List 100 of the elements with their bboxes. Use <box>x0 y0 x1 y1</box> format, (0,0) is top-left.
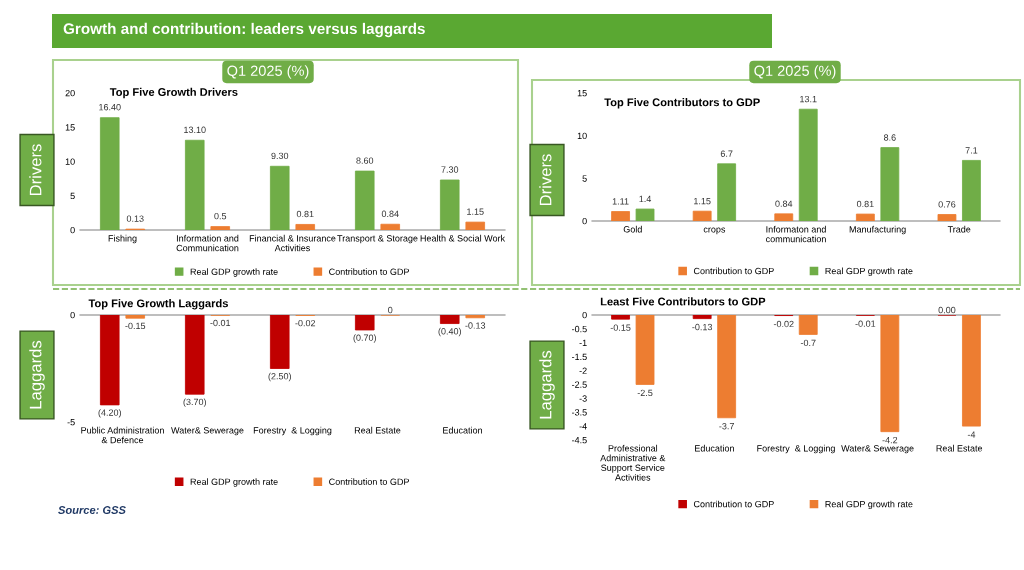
bar <box>798 108 818 221</box>
y-tick-label: 5 <box>70 192 75 200</box>
bar <box>937 214 957 221</box>
data-label: 16.40 <box>99 104 121 111</box>
bar <box>99 117 120 230</box>
data-label: 0.5 <box>214 212 227 220</box>
data-label: -0.7 <box>800 339 816 347</box>
y-tick-label: 0 <box>582 311 587 319</box>
data-label: (0.40) <box>438 327 461 337</box>
x-tick-label: Information and Communication <box>176 234 239 252</box>
y-tick-label: 20 <box>65 89 75 97</box>
x-tick-label: Fishing <box>108 234 137 244</box>
bar <box>184 139 205 230</box>
x-tick-label: Education <box>695 444 734 452</box>
x-tick-label: Financial & Insurance Activities <box>249 234 336 252</box>
y-tick-label: -3 <box>579 395 587 402</box>
data-label: 0.76 <box>938 201 956 208</box>
y-tick-label: -5 <box>67 419 75 426</box>
x-tick-label: Forestry & Logging <box>253 426 332 436</box>
data-label: 1.15 <box>694 197 711 205</box>
legend-label: Real GDP growth rate <box>190 268 278 277</box>
data-label: 8.6 <box>883 134 896 141</box>
text: Laggards <box>539 350 555 419</box>
text: Q1 2025 (%) <box>754 65 836 79</box>
legend-label: Real GDP growth rate <box>190 478 278 487</box>
bar <box>380 223 401 230</box>
bar <box>962 159 981 221</box>
text: Laggards <box>29 340 45 409</box>
data-label: (0.70) <box>353 334 376 343</box>
data-label: 6.7 <box>720 150 733 157</box>
y-tick-label: 15 <box>65 124 75 131</box>
data-label: 0 <box>388 306 393 314</box>
data-label: -4.2 <box>882 436 898 444</box>
x-tick-label: crops <box>703 227 726 235</box>
data-label: -0.13 <box>465 322 486 329</box>
data-label: 13.1 <box>800 95 817 103</box>
data-label: (2.50) <box>268 372 291 382</box>
bar <box>439 179 460 230</box>
x-tick-label: Informaton and communication <box>766 225 826 243</box>
x-tick-label: Trade <box>947 225 971 233</box>
text: Drivers <box>539 154 552 206</box>
x-tick-label: Manufacturing <box>849 225 906 235</box>
x-tick-label: Gold <box>623 225 642 233</box>
bar <box>269 165 290 230</box>
data-label: -0.02 <box>295 319 316 327</box>
x-tick-label: Real Estate <box>936 444 983 452</box>
data-label: (4.20) <box>98 409 121 418</box>
data-label: 1.11 <box>612 198 629 205</box>
legend-label: Contribution to GDP <box>329 268 409 275</box>
bar <box>611 211 630 221</box>
data-label: 1.4 <box>639 195 652 203</box>
bar <box>635 208 655 221</box>
y-tick-label: -4 <box>579 423 587 430</box>
x-tick-label: Forestry & Logging <box>757 444 835 454</box>
text: Growth and contribution: leaders versus laggards <box>63 22 425 38</box>
legend-label: Contribution to GDP <box>693 267 774 275</box>
legend-label: Real GDP growth rate <box>825 500 913 510</box>
y-tick-label: -2.5 <box>571 381 587 388</box>
data-label: 0.81 <box>296 210 314 218</box>
data-label: -0.01 <box>210 319 231 327</box>
data-label: 1.15 <box>467 208 484 215</box>
bar <box>717 163 737 221</box>
data-label: -0.01 <box>855 320 876 327</box>
y-tick-label: 0 <box>582 217 587 225</box>
bar <box>774 213 794 221</box>
data-label: 7.30 <box>441 166 459 173</box>
legend-label: Real GDP growth rate <box>825 267 913 276</box>
chart-title: Top Five Contributors to GDP <box>604 98 760 109</box>
data-label: 9.30 <box>271 152 289 160</box>
bar <box>210 226 231 230</box>
legend-label: Contribution to GDP <box>329 478 409 485</box>
data-label: -3.7 <box>719 423 734 430</box>
bar <box>354 170 375 230</box>
bar <box>880 147 900 221</box>
data-label: -2.5 <box>637 389 653 397</box>
x-tick-label: Water& Sewerage <box>171 427 244 436</box>
y-tick-label: -1 <box>579 339 587 347</box>
data-label: 0.84 <box>775 200 793 207</box>
bar <box>465 221 486 230</box>
x-tick-label: Health & Social Work <box>420 234 506 242</box>
chart-title: Least Five Contributors to GDP <box>600 297 766 306</box>
x-tick-label: Professional Administrative & Support Service Activities <box>600 444 666 481</box>
chart-title: Top Five Growth Laggards <box>88 299 228 310</box>
y-tick-label: 5 <box>582 175 587 182</box>
data-label: 0.84 <box>381 210 399 217</box>
x-tick-label: Education <box>443 426 482 434</box>
data-label: -0.15 <box>125 322 146 330</box>
y-tick-label: 10 <box>65 158 75 165</box>
data-label: 0.81 <box>856 200 874 208</box>
x-tick-label: Transport & Storage <box>337 235 418 244</box>
bar <box>295 224 316 230</box>
data-label: 0.13 <box>126 215 144 222</box>
chart-title: Top Five Growth Drivers <box>109 87 238 99</box>
data-label: -4 <box>967 431 976 438</box>
y-tick-label: -3.5 <box>571 409 587 416</box>
y-tick-label: 15 <box>577 90 587 97</box>
x-tick-label: Public Administration & Defence <box>81 426 164 444</box>
y-tick-label: 10 <box>577 132 587 140</box>
y-tick-label: -1.5 <box>571 353 587 361</box>
y-tick-label: -4.5 <box>571 437 587 444</box>
